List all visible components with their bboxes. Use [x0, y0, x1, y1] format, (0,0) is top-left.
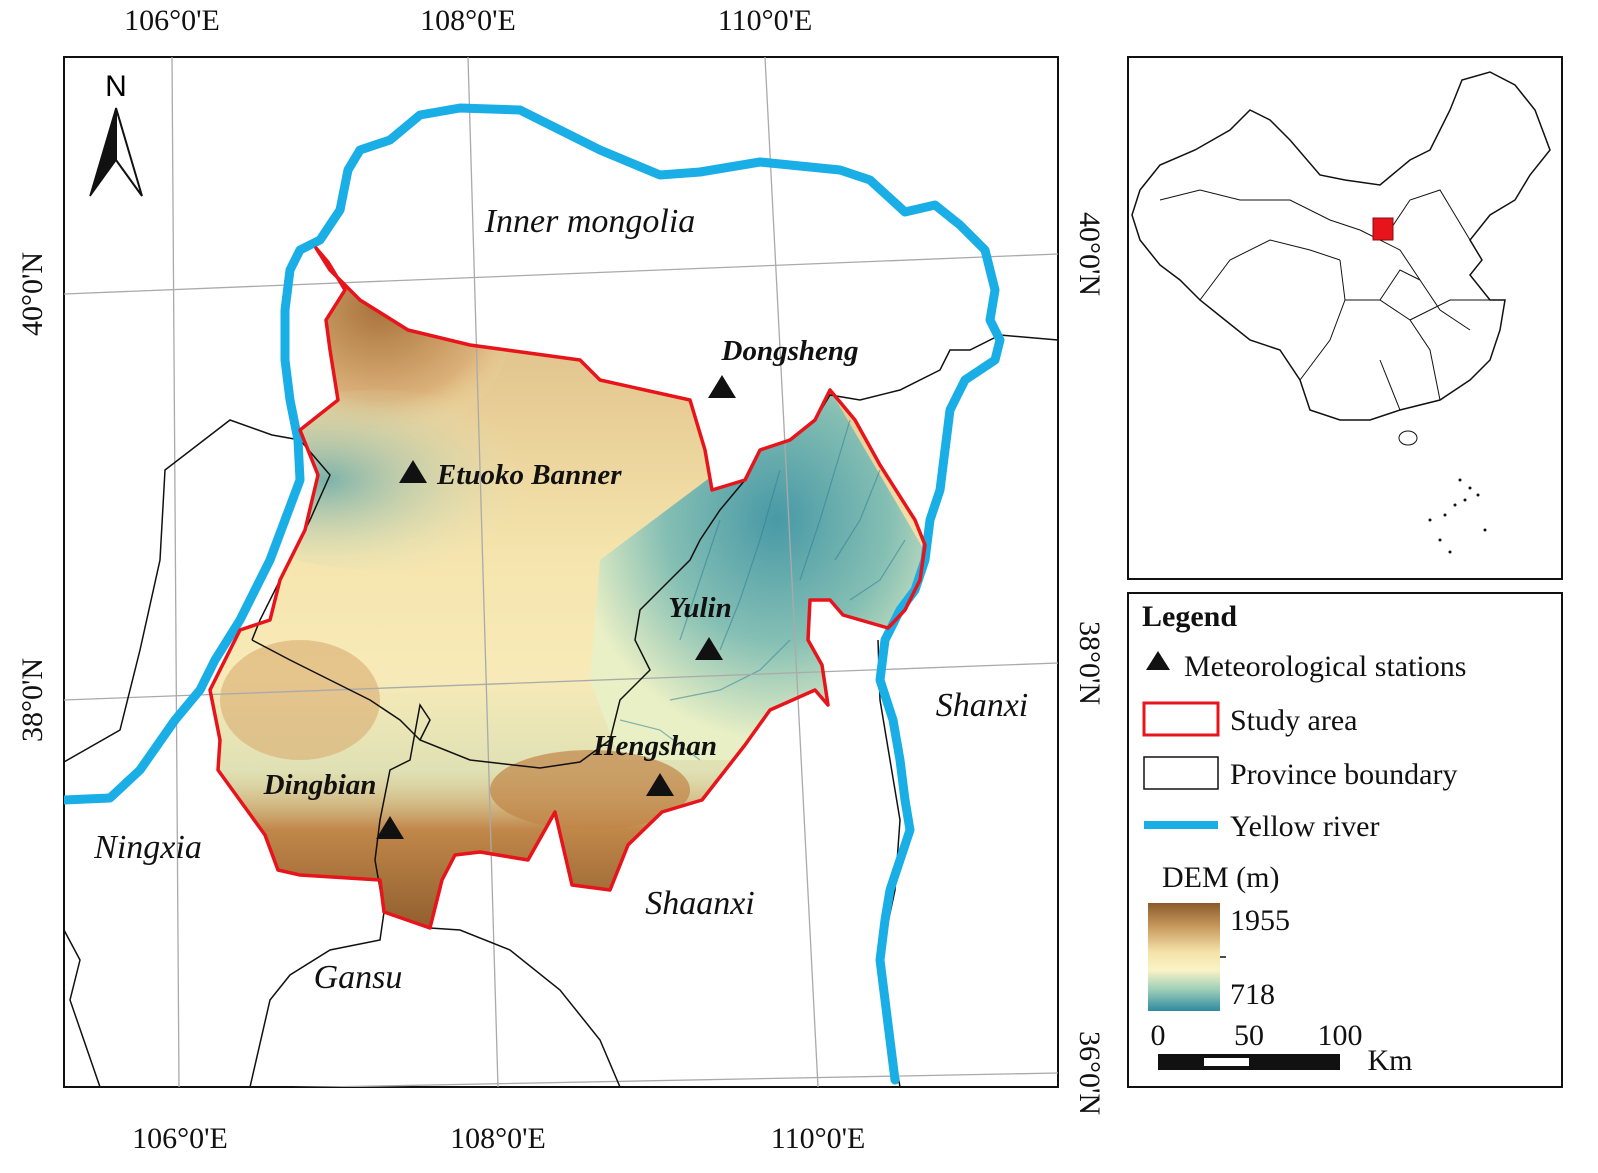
north-arrow-label: N: [105, 70, 127, 103]
graticule: [64, 57, 1058, 1087]
legend-item-province-boundary: Province boundary: [1230, 758, 1457, 791]
longitude-labels-top: 106°0'E 108°0'E 110°0'E: [124, 4, 812, 37]
legend-province-swatch: [1143, 756, 1219, 790]
station-triangle-icon: [376, 816, 404, 839]
region-label-gansu: Gansu: [314, 959, 403, 996]
station-triangle-icon: [695, 637, 723, 660]
region-label-ningxia: Ningxia: [93, 829, 202, 866]
station-label: Yulin: [668, 592, 731, 624]
dem-min-label: 718: [1230, 978, 1275, 1011]
legend-study-area-swatch: [1142, 701, 1220, 737]
china-outline: [1131, 71, 1551, 421]
region-label-inner-mongolia: Inner mongolia: [484, 203, 696, 240]
svg-text:108°0'E: 108°0'E: [450, 1122, 546, 1155]
legend-item-stations: Meteorological stations: [1184, 650, 1466, 683]
svg-text:108°0'E: 108°0'E: [420, 4, 516, 37]
station-dingbian: Dingbian: [263, 769, 404, 839]
north-arrow-right-half: [115, 107, 143, 197]
legend-title: Legend: [1142, 600, 1237, 633]
dem-max-label: 1955: [1230, 904, 1290, 937]
north-arrow: N: [89, 70, 143, 197]
svg-text:40°0'N: 40°0'N: [16, 252, 49, 336]
svg-text:40°0'N: 40°0'N: [1073, 212, 1106, 296]
yellow-river: [64, 103, 1005, 1085]
scale-unit: Km: [1368, 1044, 1413, 1077]
station-triangle-icon: [399, 460, 427, 483]
scale-label-0: 0: [1151, 1019, 1166, 1052]
region-label-shaanxi: Shaanxi: [645, 885, 755, 922]
inset-study-area-highlight: [1372, 217, 1394, 241]
legend-triangle-icon: [1146, 651, 1170, 670]
drainage-lines: [619, 419, 906, 761]
station-yulin: Yulin: [668, 592, 732, 660]
dem-color-ramp: [1148, 903, 1220, 1011]
scale-label-100: 100: [1318, 1019, 1363, 1052]
svg-text:106°0'E: 106°0'E: [132, 1122, 228, 1155]
station-label: Dongsheng: [721, 335, 859, 367]
station-dongsheng: Dongsheng: [708, 335, 859, 398]
station-hengshan: Hengshan: [592, 730, 717, 796]
legend-item-yellow-river: Yellow river: [1230, 810, 1379, 843]
station-label: Dingbian: [263, 769, 377, 801]
china-province-lines: [1159, 189, 1490, 411]
longitude-labels-bottom: 106°0'E 108°0'E 110°0'E: [132, 1122, 865, 1155]
scale-label-50: 50: [1234, 1019, 1264, 1052]
svg-text:110°0'E: 110°0'E: [718, 4, 813, 37]
svg-text:36°0'N: 36°0'N: [1073, 1031, 1106, 1115]
svg-text:38°0'N: 38°0'N: [1073, 621, 1106, 705]
hainan-island: [1398, 430, 1418, 446]
station-label: Hengshan: [592, 730, 717, 762]
station-triangle-icon: [708, 375, 736, 398]
svg-text:110°0'E: 110°0'E: [771, 1122, 866, 1155]
station-etuoko-banner: Etuoko Banner: [399, 459, 622, 491]
station-label: Etuoko Banner: [436, 459, 622, 491]
svg-text:106°0'E: 106°0'E: [124, 4, 220, 37]
legend-item-study-area: Study area: [1230, 704, 1357, 737]
latitude-labels-right: 40°0'N 38°0'N 36°0'N: [1073, 212, 1106, 1115]
south-china-sea-islands: [1428, 478, 1487, 554]
latitude-labels-left: 40°0'N 38°0'N: [16, 252, 49, 742]
dem-title: DEM (m): [1162, 861, 1279, 894]
scale-bar: 0 50 100 Km: [1151, 1019, 1413, 1077]
legend-panel: Legend Meteorological stations Study are…: [1127, 592, 1563, 1088]
region-label-shanxi: Shanxi: [936, 687, 1029, 724]
inset-map: [1127, 56, 1563, 580]
station-triangle-icon: [646, 773, 674, 796]
svg-text:38°0'N: 38°0'N: [16, 658, 49, 742]
